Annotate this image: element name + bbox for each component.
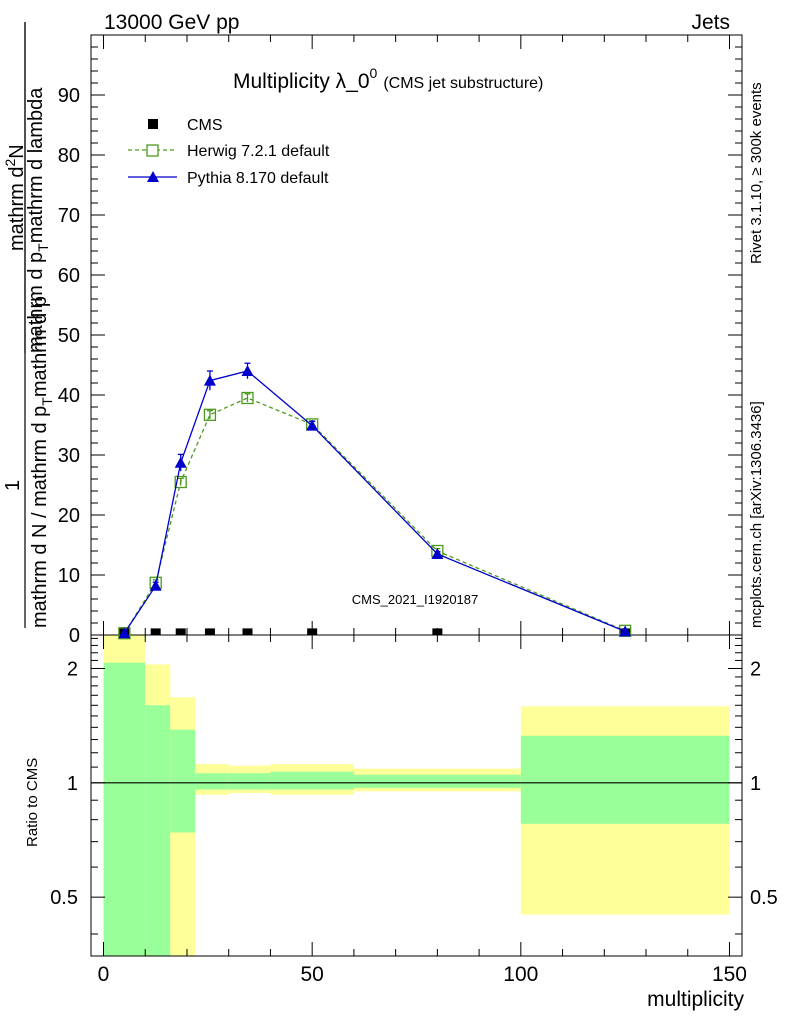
- y-tick-label: 50: [58, 325, 80, 347]
- y-label-inner-den-tail: mathrm d lambda: [25, 87, 47, 243]
- herwig-point: [203, 408, 217, 421]
- ratio-inner-band: [520, 735, 730, 824]
- cms-point: [307, 628, 318, 636]
- chart-title-main: Multiplicity λ_0: [233, 70, 370, 93]
- pythia-point: [431, 548, 444, 559]
- y-label-inner-num-d: mathrm d: [6, 167, 28, 251]
- pythia-line: [123, 370, 626, 634]
- pythia-point: [174, 456, 187, 468]
- y-label-inner-num-tail: N: [6, 144, 28, 158]
- ratio-inner-band: [353, 774, 521, 788]
- x-tick-label: 100: [503, 963, 538, 986]
- x-tick-label: 0: [98, 963, 110, 986]
- pythia-point: [149, 579, 162, 591]
- cms-point: [204, 628, 215, 636]
- ratio-tick-label: 2: [750, 658, 761, 680]
- y-label-inner-den-main: mathrm d p: [25, 252, 47, 353]
- legend-herwig-marker: [146, 144, 159, 157]
- pythia-point: [306, 419, 319, 431]
- y-tick-label: 20: [58, 505, 80, 527]
- y-label-outer-den: mathrm d N / mathrm d pTmathrm d p: [29, 296, 55, 628]
- herwig-point: [241, 391, 254, 405]
- legend-pythia-marker: [147, 171, 159, 182]
- axis-ticks: 0 50 100 150 0 10 20 30 40 50 60 70 80 90 0.5 0.5 1 1 2 2: [50, 35, 778, 986]
- ratio-tick-label: 1: [67, 773, 78, 795]
- ratio-inner-band: [270, 771, 354, 790]
- data-series: [118, 362, 632, 640]
- ratio-inner-band: [170, 729, 196, 833]
- cms-point: [242, 628, 253, 636]
- y-tick-label: 90: [58, 85, 80, 107]
- category-label: Jets: [691, 11, 730, 34]
- x-tick-label: 150: [712, 963, 747, 986]
- pythia-point: [241, 365, 254, 376]
- ratio-inner-band: [228, 773, 271, 790]
- y-tick-label: 10: [58, 565, 80, 587]
- y-tick-label: 40: [58, 385, 80, 407]
- pythia-point: [619, 625, 632, 637]
- legend-cms-marker: [148, 119, 158, 129]
- y-label-inner-den-sub: T: [35, 243, 51, 252]
- ratio-plot-frame: [90, 634, 743, 957]
- y-label-outer-den-main: mathrm d N / mathrm d p: [29, 406, 51, 628]
- ratio-inner-band: [145, 705, 171, 956]
- legend-herwig-label: Herwig 7.2.1 default: [187, 143, 330, 160]
- x-axis-label: multiplicity: [647, 988, 744, 1011]
- chart-title-sup: 0: [370, 65, 378, 81]
- x-tick-label: 50: [300, 963, 323, 986]
- ratio-tick-label: 2: [67, 658, 78, 680]
- analysis-id-label: CMS_2021_I1920187: [352, 592, 479, 607]
- ratio-y-axis-label: Ratio to CMS: [24, 758, 41, 847]
- legend-pythia-label: Pythia 8.170 default: [187, 170, 329, 187]
- rivet-version-label: Rivet 3.1.10, ≥ 300k events: [748, 82, 765, 264]
- pythia-point: [203, 374, 216, 386]
- y-label-inner-den: mathrm d pTmathrm d lambda: [25, 87, 51, 353]
- ratio-tick-label: 0.5: [750, 887, 778, 909]
- y-tick-label: 0: [69, 625, 80, 647]
- legend-cms-label: CMS: [187, 117, 223, 134]
- y-tick-label: 60: [58, 265, 80, 287]
- pythia-point: [118, 627, 131, 639]
- herwig-point: [174, 475, 187, 489]
- ratio-tick-label: 1: [750, 773, 761, 795]
- y-tick-label: 80: [58, 145, 80, 167]
- y-label-inner-num: mathrm d2N: [2, 144, 28, 251]
- cms-point: [175, 628, 186, 636]
- y-label-outer-den-tail: mathrm d p: [29, 296, 51, 397]
- y-label-one: 1: [2, 480, 24, 491]
- mcplots-label: mcplots.cern.ch [arXiv:1306.3436]: [748, 401, 765, 628]
- ratio-inner-band: [103, 662, 146, 956]
- chart-title: Multiplicity λ_00 (CMS jet substructure): [233, 65, 543, 93]
- energy-label: 13000 GeV pp: [104, 11, 239, 34]
- ratio-inner-band: [195, 773, 229, 790]
- y-label-inner-num-sup: 2: [2, 159, 18, 167]
- ratio-bands: [91, 635, 742, 956]
- ratio-tick-label: 0.5: [50, 887, 78, 909]
- legend: CMS Herwig 7.2.1 default Pythia 8.170 de…: [128, 117, 330, 187]
- y-label-outer-den-sub: T: [39, 397, 55, 406]
- chart-title-sub: (CMS jet substructure): [383, 75, 543, 92]
- cms-point: [150, 628, 161, 636]
- y-tick-label: 30: [58, 445, 80, 467]
- y-axis-label: 1 mathrm d N / mathrm d pTmathrm d p mat…: [2, 22, 55, 628]
- y-tick-label: 70: [58, 205, 80, 227]
- cms-point: [432, 628, 443, 636]
